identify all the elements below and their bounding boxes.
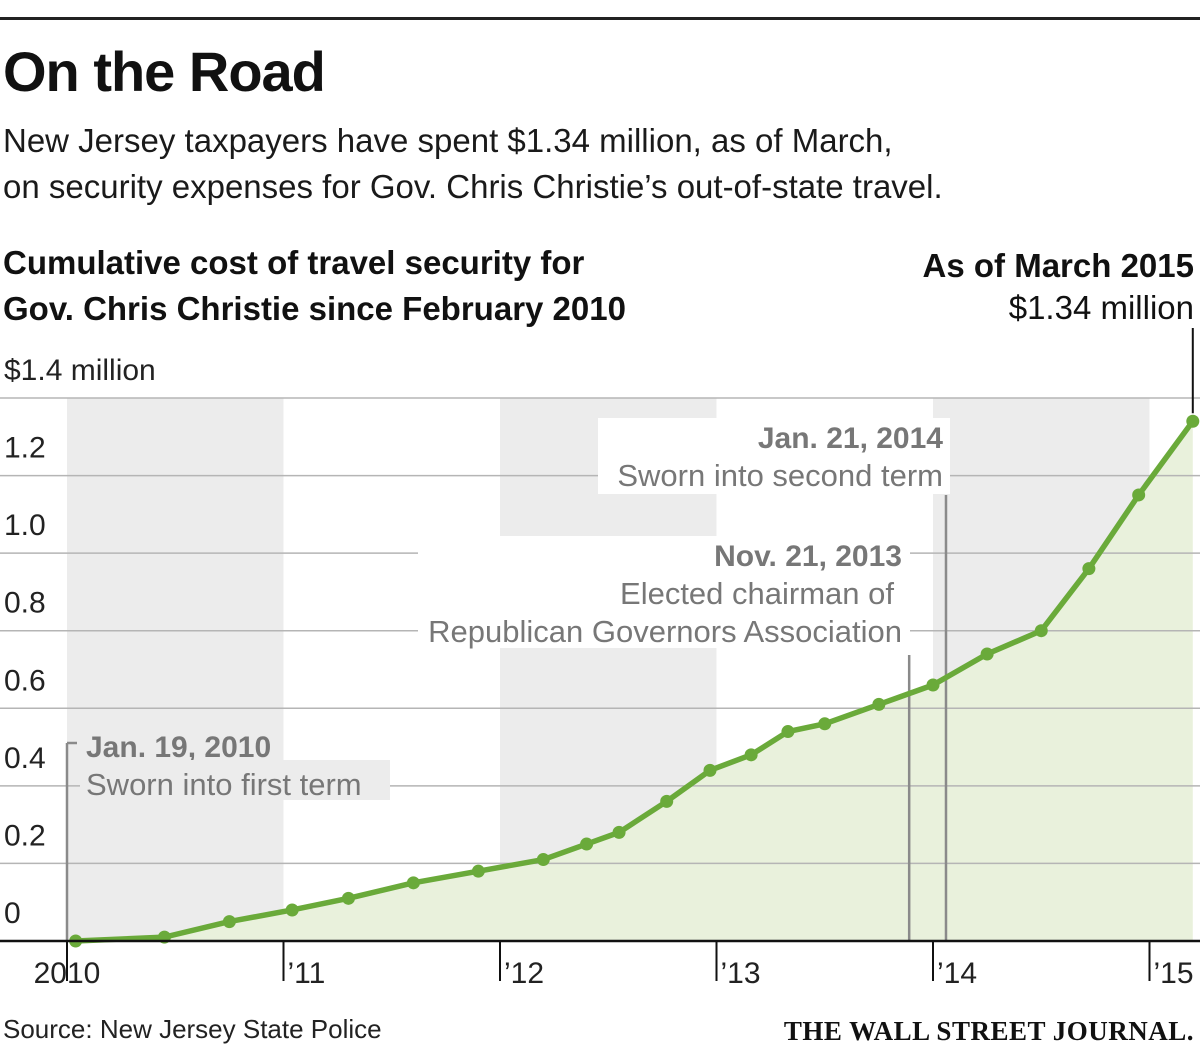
y-tick-label-4: 0.6 — [4, 664, 46, 697]
data-point-16 — [926, 678, 940, 692]
data-point-20 — [1132, 488, 1146, 502]
annotation-date-2010: Jan. 19, 2010 — [86, 731, 271, 764]
year-band-2010 — [67, 398, 284, 941]
data-point-10 — [660, 794, 674, 808]
y-tick-label-3: 0.8 — [4, 587, 46, 620]
data-point-17 — [980, 647, 994, 661]
y-tick-label-5: 0.4 — [4, 742, 46, 775]
data-point-3 — [285, 903, 299, 917]
publisher-logo: THE WALL STREET JOURNAL. — [783, 1016, 1194, 1046]
annotation-text-2013-line2: Republican Governors Association — [428, 614, 902, 649]
data-point-11 — [703, 763, 717, 777]
data-point-13 — [781, 725, 795, 739]
data-point-5 — [406, 876, 420, 890]
chart-title: Cumulative cost of travel security for G… — [3, 240, 626, 332]
chart-title-line-1: Cumulative cost of travel security for — [3, 244, 585, 281]
annotation-bg-2010 — [80, 760, 390, 800]
data-point-12 — [744, 748, 758, 762]
data-point-21 — [1186, 414, 1200, 428]
end-label-value: $1.34 million — [1009, 289, 1194, 326]
data-point-15 — [872, 697, 886, 711]
x-tick-label-5: ’15 — [1154, 957, 1194, 990]
y-tick-label-2: 1.0 — [4, 509, 46, 542]
y-tick-label-6: 0.2 — [4, 819, 46, 852]
annotation-text-2014: Sworn into second term — [617, 458, 943, 493]
x-tick-label-1: ’11 — [288, 957, 326, 990]
annotation-bg-2013 — [418, 536, 910, 648]
annotation-bg-2014 — [598, 418, 950, 494]
annotation-text-2010: Sworn into first term — [86, 767, 362, 802]
area-fill — [75, 421, 1193, 941]
chart-title-line-2: Gov. Chris Christie since February 2010 — [3, 290, 626, 327]
top-rule — [0, 17, 1200, 20]
subtitle-line-2: on security expenses for Gov. Chris Chri… — [3, 168, 943, 205]
y-tick-label-0: $1.4 million — [4, 354, 156, 387]
data-point-19 — [1082, 562, 1096, 576]
series-line — [75, 419, 1196, 944]
data-point-2 — [222, 915, 236, 929]
source-note: Source: New Jersey State Police — [3, 1014, 382, 1044]
data-point-7 — [536, 853, 550, 867]
annotation-date-2013: Nov. 21, 2013 — [714, 540, 902, 573]
annotation-date-2014: Jan. 21, 2014 — [758, 422, 943, 455]
x-tick-label-4: ’14 — [937, 957, 977, 990]
data-point-14 — [818, 717, 832, 731]
subtitle: New Jersey taxpayers have spent $1.34 mi… — [3, 118, 1103, 210]
x-tick-label-2: ’12 — [504, 957, 544, 990]
annotation-text-2013-line1: Elected chairman of — [620, 576, 894, 611]
subtitle-line-1: New Jersey taxpayers have spent $1.34 mi… — [3, 122, 893, 159]
data-point-8 — [580, 837, 594, 851]
y-tick-label-7: 0 — [4, 897, 21, 930]
end-label-title: As of March 2015 — [923, 247, 1194, 284]
x-tick-label-3: ’13 — [721, 957, 761, 990]
y-tick-label-1: 1.2 — [4, 432, 46, 465]
data-point-9 — [612, 825, 626, 839]
data-point-4 — [341, 891, 355, 905]
page-title: On the Road — [3, 40, 326, 103]
x-tick-label-0: 2010 — [34, 957, 101, 990]
data-point-6 — [471, 864, 485, 878]
data-point-18 — [1034, 624, 1048, 638]
